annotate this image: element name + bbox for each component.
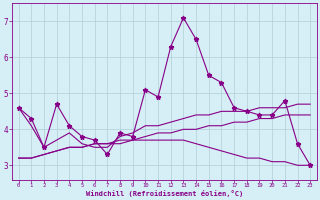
X-axis label: Windchill (Refroidissement éolien,°C): Windchill (Refroidissement éolien,°C) (86, 190, 243, 197)
